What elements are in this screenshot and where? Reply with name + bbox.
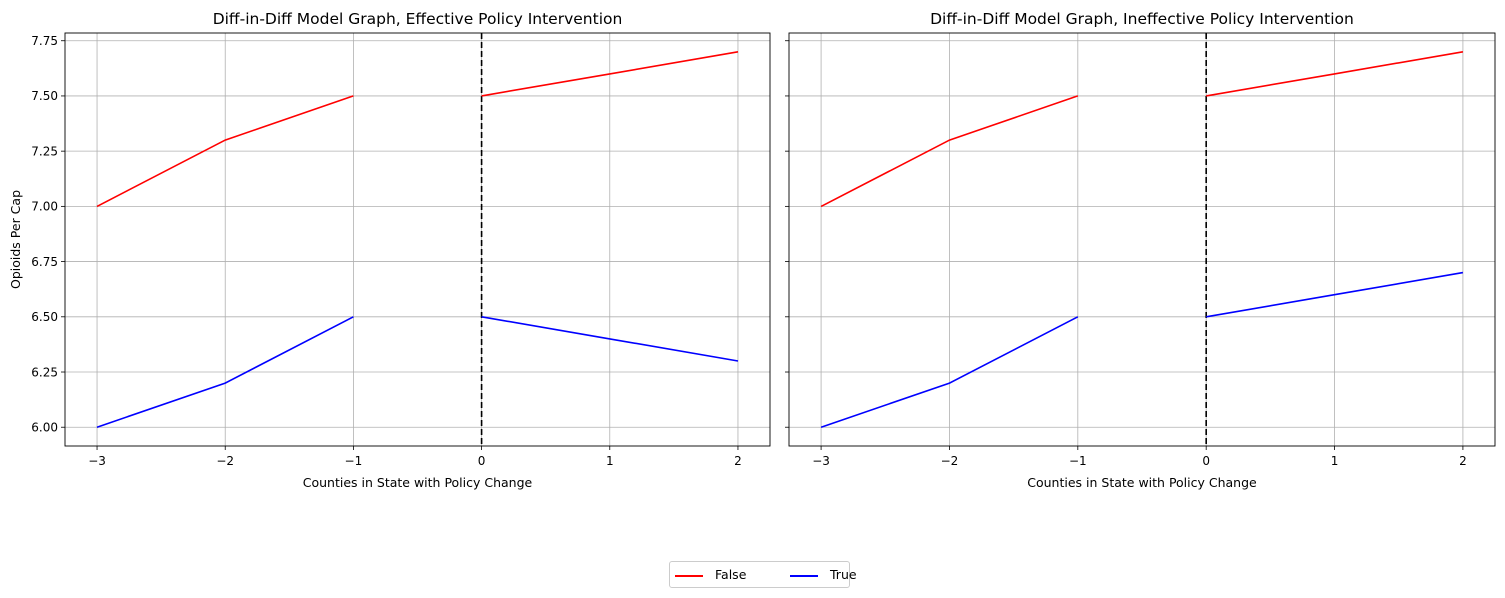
x-tick-label: −1 bbox=[1069, 454, 1087, 468]
y-tick-label: 6.50 bbox=[31, 310, 58, 324]
y-tick-label: 6.75 bbox=[31, 255, 58, 269]
x-axis-label: Counties in State with Policy Change bbox=[1027, 475, 1257, 490]
chart-title: Diff-in-Diff Model Graph, Effective Poli… bbox=[213, 10, 623, 28]
x-tick-label: 2 bbox=[1459, 454, 1467, 468]
chart-2: −3 −2 −1 0 1 2 Diff-in-Diff Model Graph, Ineff… bbox=[785, 10, 1496, 490]
x-tick-label: −2 bbox=[941, 454, 959, 468]
series-true-segment-2 bbox=[481, 316, 739, 362]
x-tick-label: 2 bbox=[734, 454, 742, 468]
series-true-segment-2 bbox=[1206, 271, 1464, 318]
y-tick-label: 6.25 bbox=[31, 365, 58, 379]
series-true-segment-1 bbox=[96, 316, 354, 428]
x-tick-label: −3 bbox=[88, 454, 106, 468]
series-true-segment-1 bbox=[820, 316, 1079, 428]
legend-line-true bbox=[790, 575, 818, 577]
legend-label-false: False bbox=[715, 567, 747, 582]
y-tick-label: 6.00 bbox=[31, 421, 58, 435]
x-tick-label: −2 bbox=[216, 454, 234, 468]
x-tick-label: 0 bbox=[1202, 454, 1210, 468]
chart-title: Diff-in-Diff Model Graph, Ineffective Po… bbox=[930, 10, 1354, 28]
x-tick-label: −3 bbox=[812, 454, 830, 468]
legend-label-true: True bbox=[830, 567, 857, 582]
y-tick-label: 7.75 bbox=[31, 34, 58, 48]
y-tick-label: 7.25 bbox=[31, 144, 58, 158]
series-false-segment-1 bbox=[820, 95, 1079, 208]
legend: False True bbox=[669, 561, 857, 588]
series-false-segment-2 bbox=[1206, 51, 1464, 97]
x-tick-label: 1 bbox=[606, 454, 614, 468]
chart-1: −3 −2 −1 0 1 2 6.00 6.25 6.50 6.75 7.00 7.25 7.50 7.7… bbox=[8, 10, 771, 490]
series-false-segment-1 bbox=[96, 95, 354, 208]
legend-line-false bbox=[675, 575, 703, 577]
series-false-segment-2 bbox=[481, 51, 739, 97]
axes-frame bbox=[64, 32, 771, 447]
y-axis-label: Opioids Per Cap bbox=[8, 190, 23, 289]
x-axis-label: Counties in State with Policy Change bbox=[303, 475, 533, 490]
x-tick-label: 0 bbox=[478, 454, 486, 468]
axes-frame bbox=[788, 32, 1496, 447]
y-tick-label: 7.00 bbox=[31, 200, 58, 214]
x-tick-label: −1 bbox=[345, 454, 363, 468]
y-tick-label: 7.50 bbox=[31, 89, 58, 103]
x-tick-label: 1 bbox=[1331, 454, 1339, 468]
